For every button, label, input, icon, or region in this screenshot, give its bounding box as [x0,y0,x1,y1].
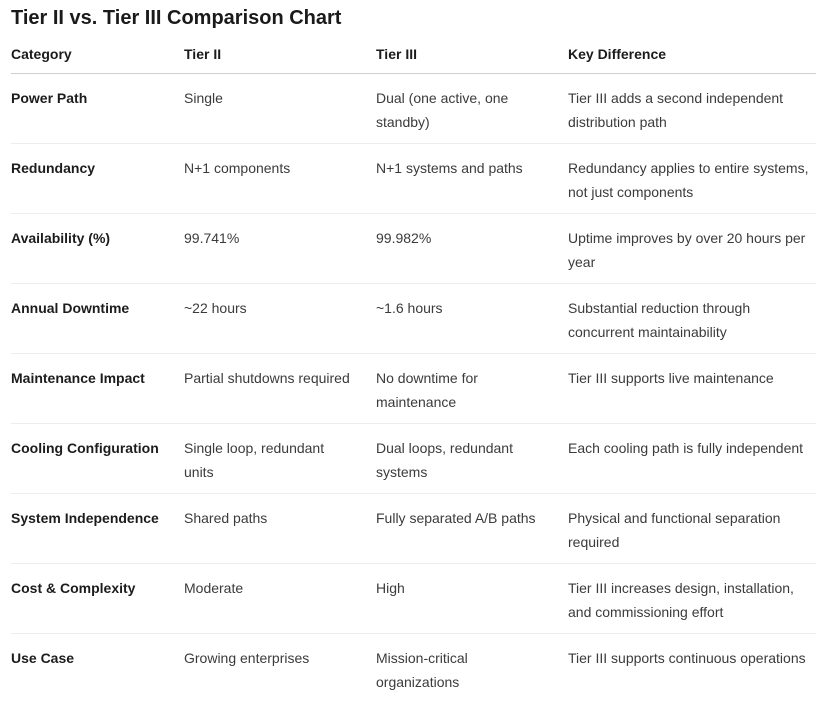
table-row: Power Path Single Dual (one active, one … [11,74,816,144]
table-row: Cooling Configuration Single loop, redun… [11,424,816,494]
category-cell: Annual Downtime [11,284,184,354]
table-body: Power Path Single Dual (one active, one … [11,74,816,703]
column-header-key-difference: Key Difference [568,31,816,74]
key-difference-cell: Redundancy applies to entire systems, no… [568,144,816,214]
key-difference-cell: Tier III supports continuous operations [568,634,816,703]
tier2-cell: Shared paths [184,494,376,564]
column-header-category: Category [11,31,184,74]
key-difference-cell: Physical and functional separation requi… [568,494,816,564]
tier3-cell: Dual (one active, one standby) [376,74,568,144]
table-row: Cost & Complexity Moderate High Tier III… [11,564,816,634]
tier3-cell: Dual loops, redundant systems [376,424,568,494]
category-cell: System Independence [11,494,184,564]
tier3-cell: High [376,564,568,634]
tier3-cell: 99.982% [376,214,568,284]
key-difference-cell: Tier III increases design, installation,… [568,564,816,634]
category-cell: Redundancy [11,144,184,214]
tier2-cell: Single loop, redundant units [184,424,376,494]
category-cell: Maintenance Impact [11,354,184,424]
table-row: Annual Downtime ~22 hours ~1.6 hours Sub… [11,284,816,354]
key-difference-cell: Tier III adds a second independent distr… [568,74,816,144]
key-difference-cell: Uptime improves by over 20 hours per yea… [568,214,816,284]
tier2-cell: ~22 hours [184,284,376,354]
table-row: Redundancy N+1 components N+1 systems an… [11,144,816,214]
table-row: Maintenance Impact Partial shutdowns req… [11,354,816,424]
tier3-cell: No downtime for maintenance [376,354,568,424]
category-cell: Availability (%) [11,214,184,284]
comparison-table: Category Tier II Tier III Key Difference… [11,31,816,703]
key-difference-cell: Each cooling path is fully independent [568,424,816,494]
category-cell: Cooling Configuration [11,424,184,494]
tier2-cell: N+1 components [184,144,376,214]
column-header-tier2: Tier II [184,31,376,74]
table-row: Use Case Growing enterprises Mission-cri… [11,634,816,703]
table-row: System Independence Shared paths Fully s… [11,494,816,564]
tier2-cell: Single [184,74,376,144]
tier3-cell: Mission-critical organizations [376,634,568,703]
category-cell: Cost & Complexity [11,564,184,634]
header-row: Category Tier II Tier III Key Difference [11,31,816,74]
tier2-cell: Growing enterprises [184,634,376,703]
tier2-cell: 99.741% [184,214,376,284]
key-difference-cell: Tier III supports live maintenance [568,354,816,424]
table-row: Availability (%) 99.741% 99.982% Uptime … [11,214,816,284]
table-header: Category Tier II Tier III Key Difference [11,31,816,74]
column-header-tier3: Tier III [376,31,568,74]
category-cell: Power Path [11,74,184,144]
tier2-cell: Moderate [184,564,376,634]
tier2-cell: Partial shutdowns required [184,354,376,424]
tier3-cell: ~1.6 hours [376,284,568,354]
tier3-cell: N+1 systems and paths [376,144,568,214]
page-title: Tier II vs. Tier III Comparison Chart [11,6,816,31]
category-cell: Use Case [11,634,184,703]
tier3-cell: Fully separated A/B paths [376,494,568,564]
key-difference-cell: Substantial reduction through concurrent… [568,284,816,354]
